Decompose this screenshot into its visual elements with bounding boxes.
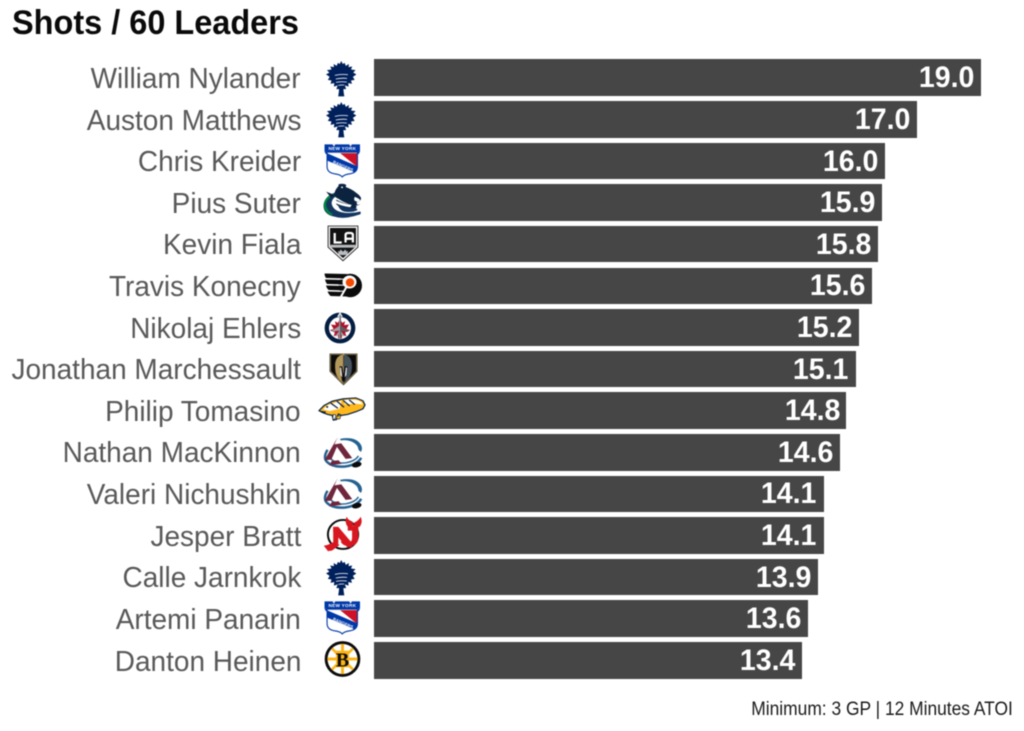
svg-text:NEW YORK: NEW YORK — [329, 146, 357, 151]
svg-text:B: B — [335, 650, 348, 672]
svg-text:NEW YORK: NEW YORK — [329, 604, 357, 609]
